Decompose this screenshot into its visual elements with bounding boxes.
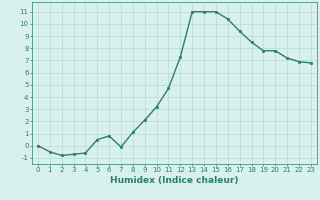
X-axis label: Humidex (Indice chaleur): Humidex (Indice chaleur)	[110, 176, 239, 185]
